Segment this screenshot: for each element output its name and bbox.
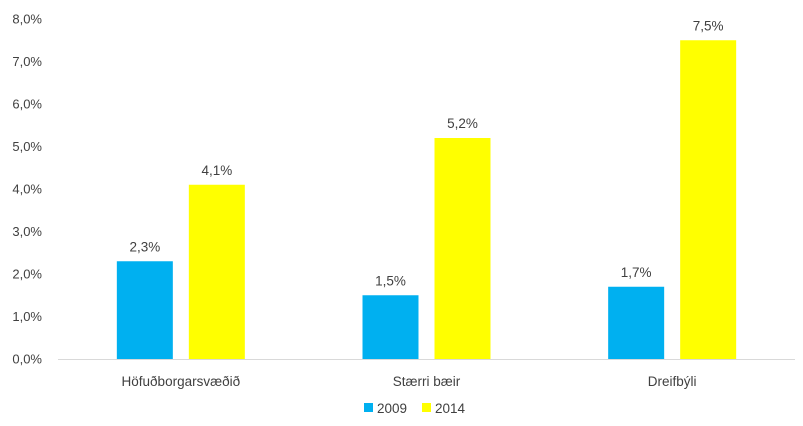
x-axis: Höfuðborgarsvæðið Stærri bæir Dreifbýli (122, 374, 697, 389)
bar-2014-2 (434, 138, 491, 359)
bar-2009-2 (362, 295, 419, 359)
data-label: 1,5% (375, 273, 406, 288)
data-label: 4,1% (201, 163, 232, 178)
data-labels: 2,3% 4,1% 1,5% 5,2% 1,7% 7,5% (129, 18, 723, 288)
legend: 2009 2014 (364, 401, 466, 416)
legend-label: 2014 (435, 401, 466, 416)
data-label: 7,5% (693, 18, 724, 33)
x-tick-label: Stærri bæir (393, 374, 461, 389)
legend-swatch (364, 403, 373, 412)
y-tick-label: 3,0% (12, 224, 42, 239)
y-tick-label: 5,0% (12, 139, 42, 154)
data-label: 2,3% (129, 239, 160, 254)
y-tick-label: 1,0% (12, 309, 42, 324)
x-tick-label: Dreifbýli (648, 374, 697, 389)
bar-2009-1 (116, 261, 173, 359)
y-axis: 0,0% 1,0% 2,0% 3,0% 4,0% 5,0% 6,0% 7,0% 8,0% (12, 12, 42, 367)
legend-label: 2009 (377, 401, 407, 416)
y-tick-label: 2,0% (12, 267, 42, 282)
data-label: 1,7% (621, 265, 652, 280)
bar-2014-1 (188, 184, 245, 359)
y-tick-label: 0,0% (12, 352, 42, 367)
y-tick-label: 6,0% (12, 97, 42, 112)
x-tick-label: Höfuðborgarsvæðið (122, 374, 241, 389)
legend-swatch (422, 403, 431, 412)
y-tick-label: 8,0% (12, 12, 42, 27)
bar-2014-3 (680, 40, 737, 359)
data-label: 5,2% (447, 116, 478, 131)
bar-2009-3 (608, 286, 665, 359)
bars (116, 40, 737, 359)
y-tick-label: 4,0% (12, 182, 42, 197)
y-tick-label: 7,0% (12, 54, 42, 69)
